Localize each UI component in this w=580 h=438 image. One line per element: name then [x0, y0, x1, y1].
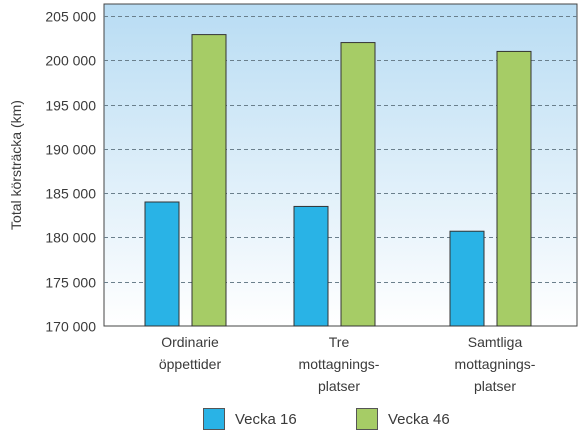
- bar-vecka-46-1: [340, 42, 376, 327]
- y-tick-label: 180 000: [45, 230, 96, 246]
- legend-item-vecka-46: Vecka 46: [356, 408, 450, 430]
- legend-label-vecka-16: Vecka 16: [235, 410, 297, 428]
- bar-chart: 170 000 175 000 180 000 185 000 190 000 195 0…: [8, 3, 578, 394]
- legend-item-vecka-16: Vecka 16: [203, 408, 297, 430]
- legend-swatch-vecka-46: [356, 408, 378, 430]
- bars: [144, 34, 532, 327]
- x-category-label: Samtliga mottagnings-platser: [455, 334, 536, 394]
- y-tick-label: 175 000: [45, 275, 96, 291]
- bar-vecka-16-1: [293, 205, 329, 327]
- y-tick-label: 200 000: [45, 53, 96, 69]
- legend-label-vecka-46: Vecka 46: [388, 410, 450, 428]
- y-tick-label: 205 000: [45, 9, 96, 25]
- x-axis-categories: Ordinarie öppettider Tre mottagnings-platse…: [159, 334, 536, 394]
- y-axis-title: Total körsträcka (km): [8, 100, 24, 230]
- legend-swatch-vecka-16: [203, 408, 225, 430]
- bar-vecka-46-2: [496, 50, 532, 327]
- bar-vecka-46-0: [191, 34, 227, 327]
- legend: Vecka 16 Vecka 46: [0, 408, 580, 438]
- y-tick-label: 195 000: [45, 98, 96, 114]
- bar-vecka-16-0: [144, 201, 180, 327]
- y-tick-label: 190 000: [45, 142, 96, 158]
- bar-vecka-16-2: [449, 230, 485, 327]
- x-category-label: Ordinarie öppettider: [159, 334, 222, 372]
- x-category-label: Tre mottagnings-platser: [299, 334, 380, 394]
- y-axis-ticks: 170 000 175 000 180 000 185 000 190 000 195 0…: [45, 9, 96, 335]
- y-tick-label: 185 000: [45, 186, 96, 202]
- y-tick-label: 170 000: [45, 319, 96, 335]
